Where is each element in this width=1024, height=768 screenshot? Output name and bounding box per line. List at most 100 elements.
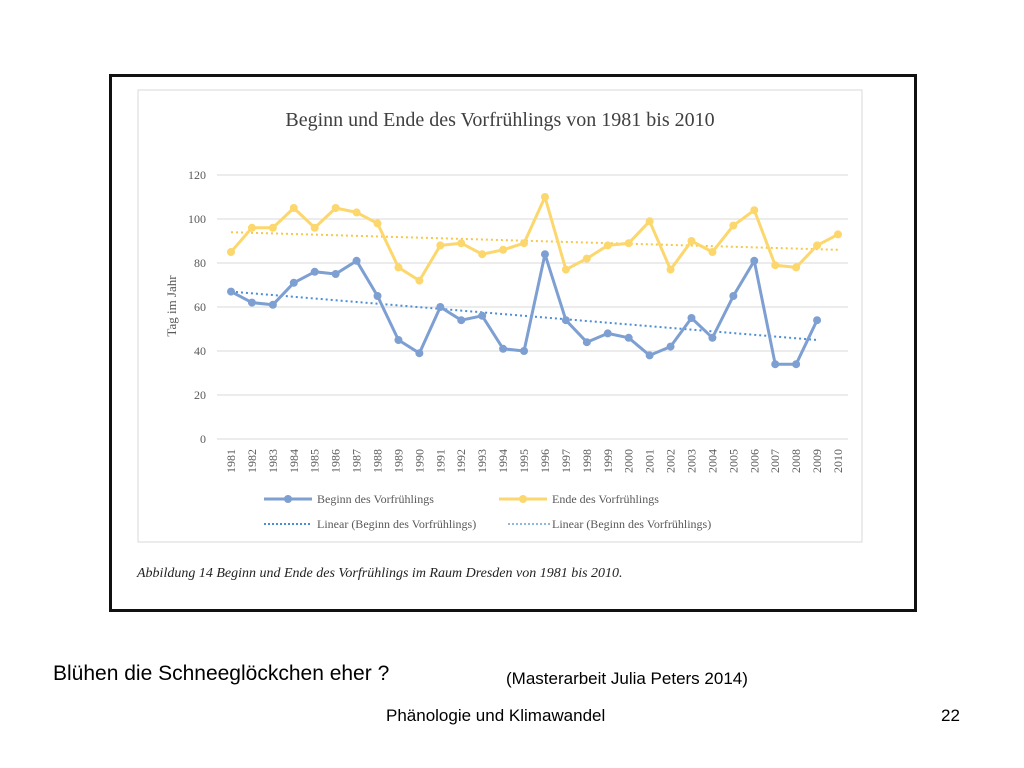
x-tick-label: 2002 <box>664 449 678 473</box>
data-point <box>834 230 842 239</box>
x-tick-label: 2009 <box>810 449 824 473</box>
data-point <box>645 217 654 226</box>
data-point <box>478 311 487 320</box>
data-point <box>310 267 319 276</box>
y-axis-ticks: 0 20 40 60 80 100 120 <box>188 168 206 446</box>
data-point <box>373 292 382 300</box>
figure-caption: Abbildung 14 Beginn und Ende des Vorfrüh… <box>137 566 623 581</box>
data-point <box>666 342 675 351</box>
legend-marker-beginn <box>284 495 292 503</box>
legend-label-ende: Ende des Vorfrühlings <box>552 492 659 506</box>
data-point <box>771 360 780 369</box>
data-point <box>792 360 801 369</box>
y-tick-label: 20 <box>194 388 206 402</box>
data-point <box>540 250 549 259</box>
data-point <box>540 193 549 201</box>
legend-label-trend-ende: Linear (Beginn des Vorfrühlings) <box>552 517 711 531</box>
data-point <box>268 223 277 232</box>
y-tick-label: 100 <box>188 212 206 226</box>
x-tick-label: 2001 <box>643 449 657 473</box>
data-point <box>227 287 235 296</box>
data-point <box>436 241 445 250</box>
data-point <box>520 239 529 248</box>
x-axis-ticks: 1981 1982 1983 1984 1985 1986 1987 1988 1989 1990… <box>224 449 845 473</box>
series-line <box>229 195 839 283</box>
data-point <box>415 349 424 358</box>
y-tick-label: 120 <box>188 168 206 182</box>
data-point <box>436 303 445 311</box>
x-tick-label: 1983 <box>266 449 280 473</box>
data-point <box>289 278 298 287</box>
data-point <box>499 245 508 254</box>
data-point <box>687 237 696 245</box>
data-point <box>394 336 403 344</box>
data-point <box>331 270 340 278</box>
data-point <box>708 248 717 256</box>
data-point <box>813 316 822 325</box>
data-point <box>227 248 235 256</box>
x-tick-label: 2006 <box>747 449 761 473</box>
chart-title: Beginn und Ende des Vorfrühlings von 198… <box>285 109 714 131</box>
y-tick-label: 40 <box>194 344 206 358</box>
y-tick-label: 60 <box>194 300 206 314</box>
data-point <box>603 329 612 338</box>
trendline <box>230 231 839 251</box>
data-point <box>687 314 696 322</box>
legend-marker-ende <box>519 495 527 503</box>
data-point <box>457 316 466 325</box>
y-axis-title: Tag im Jahr <box>164 275 179 337</box>
x-tick-label: 1981 <box>224 449 238 473</box>
data-point <box>666 265 675 274</box>
data-point <box>268 300 277 309</box>
x-tick-label: 1982 <box>245 449 259 473</box>
x-tick-label: 2008 <box>789 449 803 473</box>
data-point <box>708 333 717 342</box>
source-citation: (Masterarbeit Julia Peters 2014) <box>506 669 748 688</box>
data-point <box>247 223 256 232</box>
data-point <box>373 219 382 228</box>
x-tick-label: 1994 <box>496 449 510 473</box>
x-tick-label: 1991 <box>433 449 447 473</box>
data-point <box>457 239 466 248</box>
x-tick-label: 1995 <box>517 449 531 473</box>
data-point <box>561 316 570 325</box>
data-point <box>729 292 738 300</box>
x-tick-label: 1997 <box>559 449 573 473</box>
data-point <box>520 347 529 355</box>
y-tick-label: 0 <box>200 432 206 446</box>
x-tick-label: 2004 <box>705 449 719 473</box>
data-point <box>813 241 822 250</box>
data-point <box>352 256 361 265</box>
data-point <box>624 239 633 248</box>
data-point <box>352 208 361 217</box>
x-tick-label: 1998 <box>580 449 594 473</box>
line-chart: Beginn und Ende des Vorfrühlings von 198… <box>137 89 863 543</box>
data-point <box>394 263 403 272</box>
x-tick-label: 2010 <box>831 449 845 473</box>
data-point <box>645 351 654 360</box>
x-tick-label: 1986 <box>329 449 343 473</box>
x-tick-label: 1996 <box>538 449 552 473</box>
data-point <box>561 265 570 274</box>
x-tick-label: 1988 <box>371 449 385 473</box>
legend-label-beginn: Beginn des Vorfrühlings <box>317 492 434 506</box>
x-tick-label: 2005 <box>726 449 740 473</box>
x-tick-label: 1984 <box>287 449 301 473</box>
data-point <box>478 250 487 259</box>
x-tick-label: 1992 <box>454 449 468 473</box>
legend-label-trend-beginn: Linear (Beginn des Vorfrühlings) <box>317 517 476 531</box>
footer-title: Phänologie und Klimawandel <box>386 706 606 725</box>
data-point <box>310 223 319 232</box>
legend: Beginn des Vorfrühlings Ende des Vorfrüh… <box>264 492 711 531</box>
chart-area <box>137 89 863 543</box>
slide-question: Blühen die Schneeglöckchen eher ? <box>53 662 390 685</box>
figure-frame: Beginn und Ende des Vorfrühlings von 198… <box>109 74 917 612</box>
y-tick-label: 80 <box>194 256 206 270</box>
data-point <box>331 204 340 212</box>
x-tick-label: 2007 <box>768 449 782 473</box>
trendline <box>230 290 818 341</box>
data-point <box>750 256 759 265</box>
x-tick-label: 1999 <box>601 449 615 473</box>
data-point <box>624 333 633 342</box>
data-point <box>582 338 591 347</box>
